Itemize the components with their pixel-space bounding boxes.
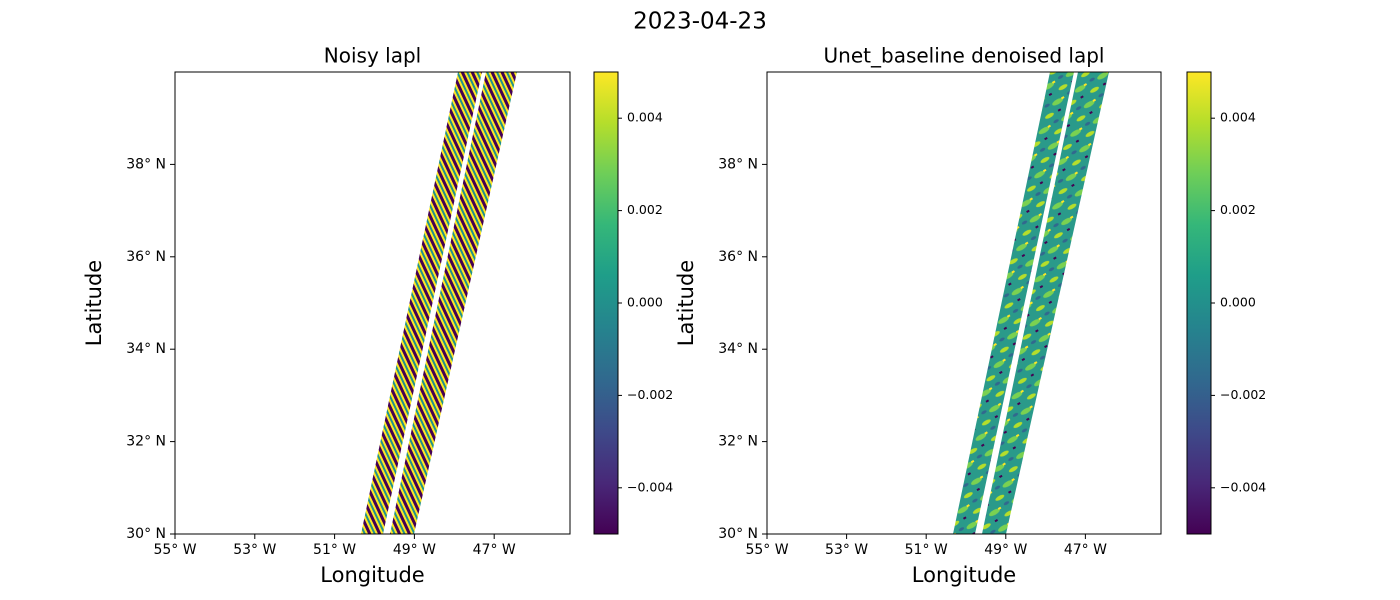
colorbar-tick-label: 0.000 [1220,295,1256,310]
colorbar [1186,71,1212,535]
plot-area [767,72,1161,534]
colorbar-tick-label: −0.002 [1220,387,1266,402]
figure-title: 2023-04-23 [633,9,767,35]
y-axis-label: Latitude [674,260,698,346]
colorbar [593,71,619,535]
y-tick-label: 34° N [126,341,166,357]
x-tick-label: 53° W [233,542,276,558]
y-tick-label: 38° N [718,156,758,172]
colorbar-tick-label: −0.004 [627,479,673,494]
colorbar-tick-label: 0.004 [1220,110,1256,125]
y-axis-label: Latitude [82,260,106,346]
y-tick-label: 36° N [718,249,758,265]
colorbar-tick-label: 0.004 [627,110,663,125]
y-tick-label: 34° N [718,341,758,357]
swath [982,72,1109,534]
x-tick-label: 49° W [393,542,436,558]
colorbar-tick-label: 0.002 [1220,202,1256,217]
colorbar-tick-label: 0.000 [627,295,663,310]
x-axis-label: Longitude [912,563,1016,587]
x-axis-label: Longitude [320,563,424,587]
plot-frame [766,71,1162,535]
y-tick-label: 32° N [718,434,758,450]
y-tick-label: 32° N [126,434,166,450]
swath [361,72,482,534]
x-tick-label: 49° W [984,542,1027,558]
subplot-title: Noisy lapl [324,44,421,68]
y-tick-label: 36° N [126,249,166,265]
y-tick-label: 38° N [126,156,166,172]
swath [953,72,1074,534]
plot-frame [174,71,571,535]
x-tick-label: 47° W [1064,542,1107,558]
x-tick-label: 51° W [905,542,948,558]
x-tick-label: 47° W [473,542,516,558]
plot-area [175,72,570,534]
colorbar-tick-label: 0.002 [627,202,663,217]
colorbar-tick-label: −0.002 [627,387,673,402]
x-tick-label: 55° W [745,542,788,558]
y-tick-label: 30° N [718,526,758,542]
subplot-title: Unet_baseline denoised lapl [824,44,1105,68]
colorbar-tick-label: −0.004 [1220,479,1266,494]
y-tick-label: 30° N [126,526,166,542]
x-tick-label: 53° W [825,542,868,558]
x-tick-label: 55° W [153,542,196,558]
swath [390,72,517,534]
x-tick-label: 51° W [313,542,356,558]
